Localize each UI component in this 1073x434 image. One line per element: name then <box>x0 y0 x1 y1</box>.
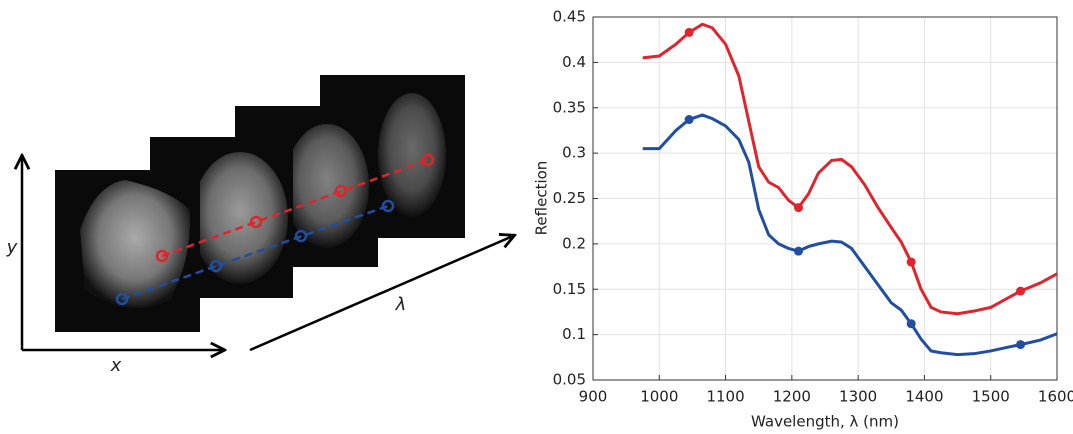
x-tick-label: 1400 <box>905 388 943 406</box>
data-point <box>793 203 803 213</box>
y-tick-label: 0.35 <box>553 98 586 116</box>
x-tick-label: 1600 <box>1038 388 1073 406</box>
y-tick-label: 0.4 <box>562 53 586 71</box>
y-tick-label: 0.45 <box>553 8 586 26</box>
y-tick-label: 0.05 <box>553 371 586 389</box>
axis-label: x <box>110 355 122 376</box>
y-tick-label: 0.25 <box>553 189 586 207</box>
y-tick-label: 0.2 <box>562 234 586 252</box>
x-tick-label: 1000 <box>640 388 678 406</box>
data-point <box>684 115 694 125</box>
data-line <box>642 113 1058 357</box>
axis-label: y <box>6 237 18 258</box>
axis-label: λ <box>395 294 407 315</box>
data-point <box>684 27 694 37</box>
x-axis-label: Wavelength, λ (nm) <box>751 413 899 431</box>
x-tick-label: 1200 <box>773 388 811 406</box>
data-point <box>793 246 803 256</box>
y-tick-label: 0.3 <box>562 144 586 162</box>
y-tick-label: 0.1 <box>562 325 586 343</box>
y-axis-label: Reflection <box>533 161 551 236</box>
chart: Reflection Wavelength, λ (nm) 900 1000 110… <box>533 8 1073 431</box>
data-point <box>1016 286 1026 296</box>
x-tick-label: 900 <box>579 388 608 406</box>
x-tick-label: 1500 <box>972 388 1010 406</box>
data-point <box>906 319 916 329</box>
y-tick-label: 0.15 <box>553 280 586 298</box>
x-tick-label: 1300 <box>839 388 877 406</box>
plot-frame <box>592 16 1058 381</box>
hyperspectral-cube: y x λ <box>6 75 513 376</box>
data-line <box>642 22 1058 316</box>
x-tick-label: 1100 <box>706 388 744 406</box>
data-point <box>906 257 916 267</box>
data-point <box>1016 340 1026 350</box>
